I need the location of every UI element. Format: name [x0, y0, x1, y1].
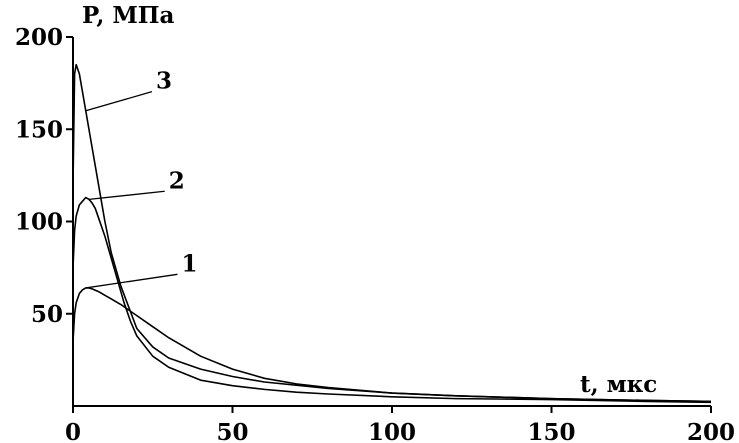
annotation-leader-2 [88, 190, 165, 201]
y-tick-label: 100 [15, 209, 63, 236]
x-tick-label: 200 [687, 419, 735, 443]
series-group [72, 63, 712, 404]
curve-annotations: 1 2 3 [85, 68, 197, 289]
x-axis-ticks: 0 50 100 150 200 [65, 406, 735, 443]
y-tick-label: 50 [31, 301, 63, 328]
series-line-3 [72, 63, 712, 403]
y-tick-label: 150 [15, 116, 63, 143]
series-line-2 [72, 196, 712, 404]
annotation-leader-1 [85, 273, 178, 289]
x-tick-label: 100 [368, 419, 416, 443]
x-axis-label: t, мкс [580, 371, 657, 398]
annotation-label-2: 2 [169, 167, 185, 194]
annotation-leader-3 [85, 91, 153, 112]
annotation-label-3: 3 [156, 68, 172, 95]
x-tick-label: 50 [216, 419, 248, 443]
annotation-label-1: 1 [181, 250, 197, 277]
y-tick-label: 200 [15, 24, 63, 51]
y-axis-label: P, МПа [82, 2, 175, 29]
x-tick-label: 150 [527, 419, 575, 443]
x-tick-label: 0 [65, 419, 81, 443]
y-axis-ticks: 50 100 150 200 [15, 24, 73, 328]
